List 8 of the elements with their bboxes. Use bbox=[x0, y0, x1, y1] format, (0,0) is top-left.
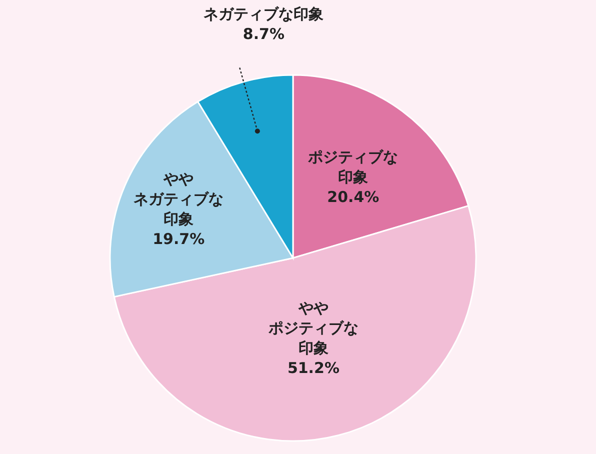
slice-label: ネガティブな印象 bbox=[202, 4, 325, 24]
data-label: 19.7% bbox=[152, 228, 206, 249]
slice-label: ややポジティブな印象 bbox=[267, 298, 360, 358]
slice-label: ややネガティブな印象 bbox=[132, 168, 225, 229]
slice-label: ポジティブな印象 bbox=[307, 147, 400, 188]
data-label: 8.7% bbox=[242, 24, 286, 44]
data-label: 20.4% bbox=[326, 187, 380, 208]
data-label: 51.2% bbox=[286, 358, 340, 378]
